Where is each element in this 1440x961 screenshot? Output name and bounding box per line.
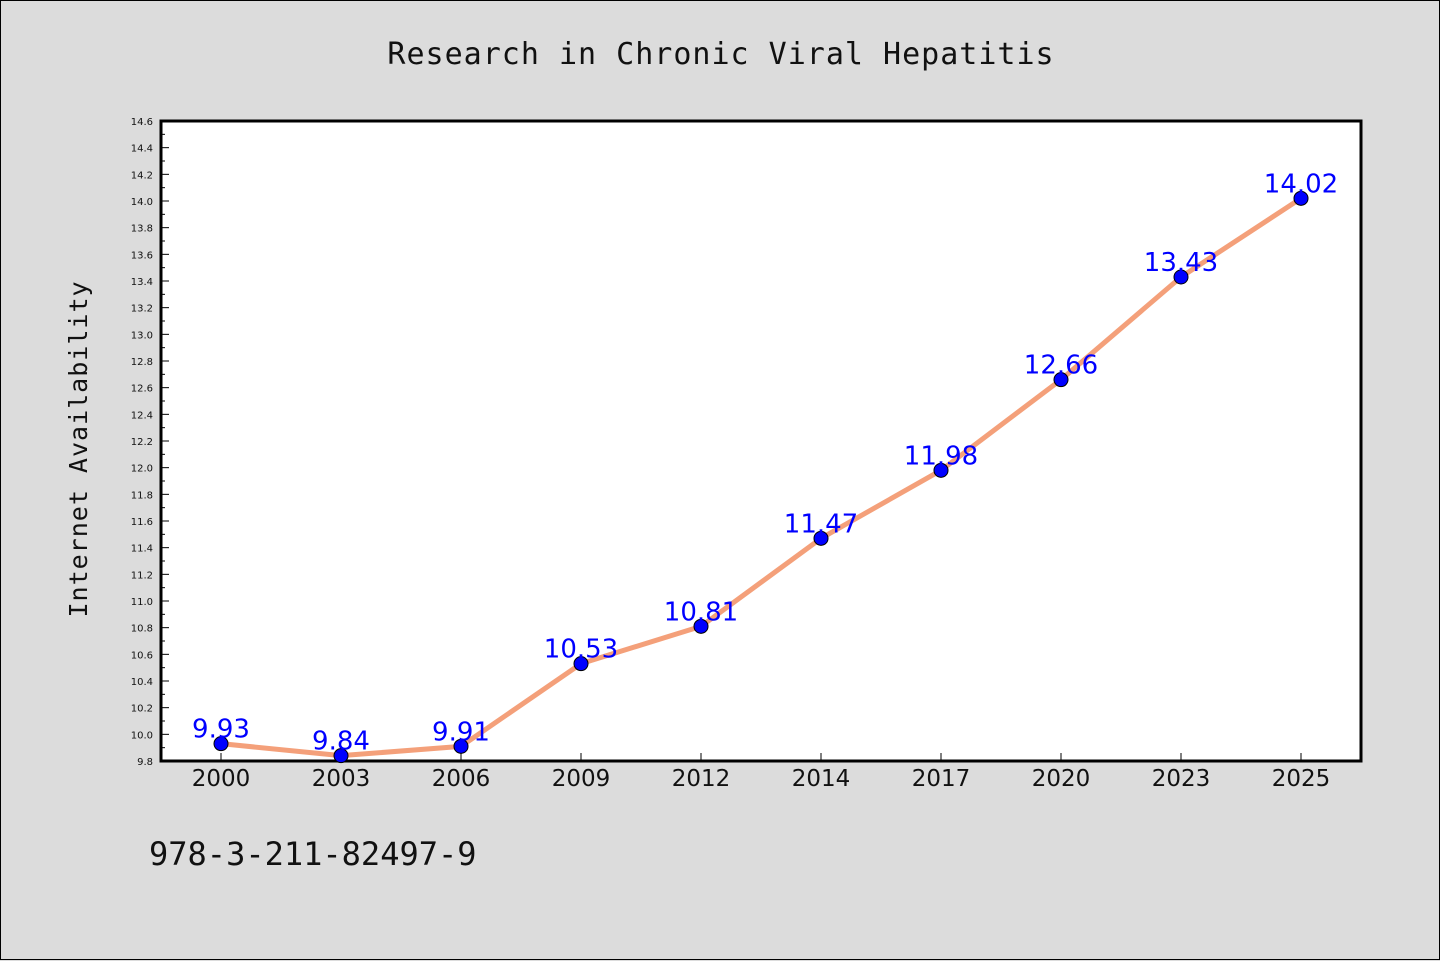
- y-axis-label: Internet Availability: [64, 280, 93, 617]
- footer-isbn: 978-3-211-82497-9: [149, 835, 477, 873]
- y-tick-label: 14.2: [131, 170, 153, 181]
- series-layer: [213, 190, 1309, 764]
- y-tick-label: 12.2: [131, 437, 153, 448]
- x-tick-label: 2003: [312, 766, 371, 792]
- y-tick-label: 11.4: [131, 544, 153, 555]
- x-tick-label: 2014: [792, 766, 851, 792]
- y-tick-label: 14.6: [131, 117, 153, 128]
- y-tick-label: 10.6: [131, 650, 153, 661]
- series-line: [218, 195, 1304, 759]
- y-tick-label: 12.4: [131, 410, 153, 421]
- data-point: [813, 530, 829, 546]
- data-label: 10.81: [664, 597, 738, 627]
- data-point: [573, 656, 589, 672]
- x-tick-label: 2023: [1152, 766, 1211, 792]
- y-tick-label: 12.6: [131, 384, 153, 395]
- data-point: [1173, 269, 1189, 285]
- y-tick-label: 14.0: [131, 197, 153, 208]
- y-tick-label: 11.8: [131, 490, 153, 501]
- y-tick-label: 13.6: [131, 250, 153, 261]
- y-tick-label: 13.0: [131, 330, 153, 341]
- y-axis-ticks: 9.8 10.0 10.2 10.4 10.6 10.8 11.0 11.2 11.4 11.6 1…: [131, 117, 169, 768]
- y-tick-label: 10.0: [131, 730, 153, 741]
- y-tick-label: 13.4: [131, 277, 153, 288]
- data-point: [933, 462, 949, 478]
- y-tick-label: 11.2: [131, 570, 153, 581]
- data-label: 9.84: [312, 727, 370, 757]
- y-tick-label: 13.2: [131, 304, 153, 315]
- data-label: 10.53: [544, 635, 618, 665]
- plot-area: [159, 119, 1363, 763]
- y-tick-label: 11.6: [131, 517, 153, 528]
- y-tick-label: 10.4: [131, 677, 153, 688]
- data-point: [1053, 372, 1069, 388]
- data-label: 12.66: [1024, 351, 1098, 381]
- data-point: [1293, 190, 1309, 206]
- y-tick-label: 12.0: [131, 464, 153, 475]
- x-tick-label: 2000: [192, 766, 251, 792]
- data-label: 11.98: [904, 441, 978, 471]
- y-tick-label: 11.0: [131, 597, 153, 608]
- data-point: [453, 738, 469, 754]
- data-label: 13.43: [1144, 248, 1218, 278]
- data-point: [333, 748, 349, 764]
- x-tick-label: 2006: [432, 766, 491, 792]
- y-tick-label: 10.2: [131, 704, 153, 715]
- y-tick-label: 9.8: [137, 757, 153, 768]
- data-point: [693, 618, 709, 634]
- x-tick-label: 2017: [912, 766, 971, 792]
- y-tick-label: 14.4: [131, 144, 153, 155]
- data-label: 9.93: [192, 715, 250, 745]
- x-tick-label: 2012: [672, 766, 731, 792]
- data-point: [213, 736, 229, 752]
- data-labels: 9.93 9.84 9.91 10.53 10.81 11.47 11.98 12.66 13.…: [192, 169, 1338, 756]
- data-label: 9.91: [432, 717, 490, 747]
- y-tick-label: 12.8: [131, 357, 153, 368]
- x-axis-ticks: 2000 2003 2006 2009 2012 2014 2017 2020 2023 2025: [192, 753, 1331, 792]
- x-tick-label: 2025: [1272, 766, 1331, 792]
- y-tick-label: 13.8: [131, 224, 153, 235]
- x-tick-label: 2020: [1032, 766, 1091, 792]
- x-tick-label: 2009: [552, 766, 611, 792]
- data-label: 14.02: [1264, 169, 1338, 199]
- chart-title: Research in Chronic Viral Hepatitis: [387, 37, 1054, 72]
- data-label: 11.47: [784, 509, 858, 539]
- y-tick-label: 10.8: [131, 624, 153, 635]
